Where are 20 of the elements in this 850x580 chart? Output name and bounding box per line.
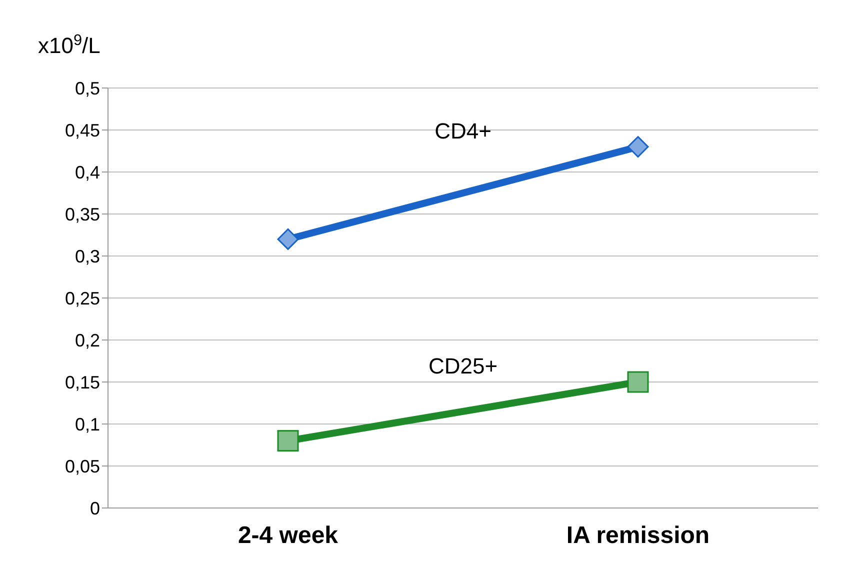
y-axis-title: x10$^{9}$/L [38,32,100,58]
x-tick-label: 2-4 week [238,522,339,550]
y-tick-label: 0,15 [64,372,100,392]
y-tick-label: 0,1 [74,414,100,434]
series-label: CD25+ [428,354,498,379]
y-tick-label: 0 [90,498,100,518]
series-label: CD4+ [434,118,492,144]
point [627,371,649,393]
point [277,228,299,250]
y-tick-label: 0,2 [74,330,100,350]
y-tick-label: 0,05 [64,456,100,476]
y-tick-label: 0,3 [74,246,100,266]
y-tick-label: 0,5 [74,78,100,98]
y-tick-label: 0,45 [64,120,100,140]
x-tick-label: IA remission [566,522,710,550]
y-tick-label: 0,35 [64,204,100,224]
point [277,430,299,452]
y-tick-label: 0,4 [74,162,100,182]
point [627,136,649,158]
y-tick-label: 0,25 [64,288,100,308]
